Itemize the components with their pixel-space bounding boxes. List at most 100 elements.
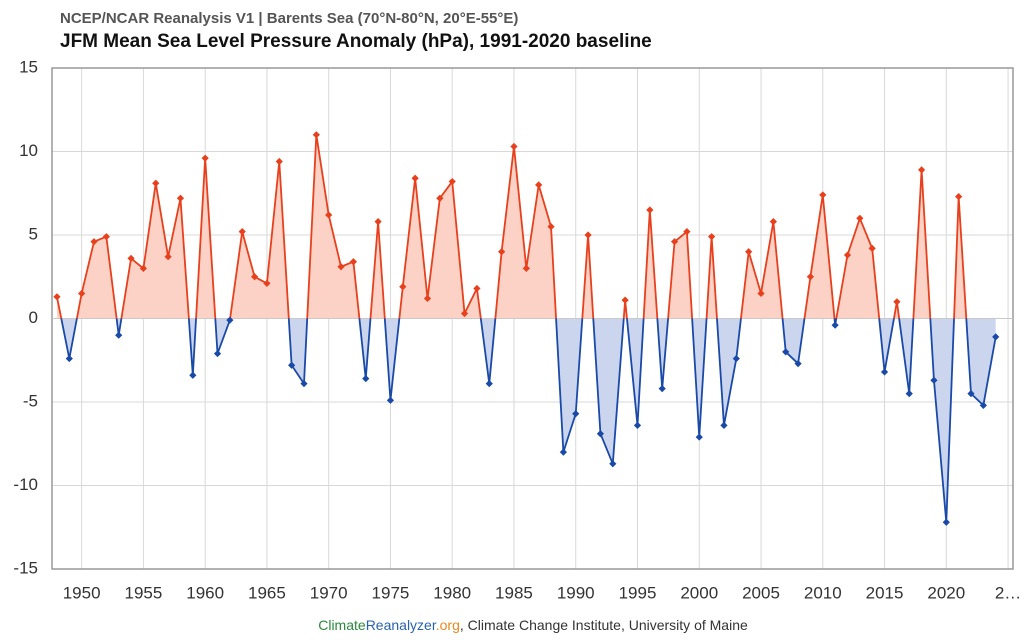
point [535, 181, 543, 189]
point [399, 283, 407, 291]
x-tick-label: 1955 [124, 583, 162, 602]
point [65, 354, 73, 363]
x-tick-label: 1950 [63, 583, 101, 602]
footer-part: .org [436, 617, 460, 633]
x-tick-label: 2005 [742, 583, 780, 602]
point [102, 233, 110, 241]
point [732, 354, 740, 363]
point [917, 166, 926, 174]
y-tick-label: 5 [29, 224, 38, 243]
point [139, 264, 148, 272]
point [250, 273, 259, 281]
point [362, 375, 370, 383]
point [176, 194, 185, 202]
x-tick-label: 2000 [680, 583, 718, 602]
point [819, 191, 827, 199]
point [498, 248, 506, 256]
point [164, 253, 172, 261]
point [152, 179, 160, 187]
point [633, 421, 642, 429]
point [337, 263, 345, 271]
point [720, 421, 728, 429]
point [584, 231, 592, 239]
point [78, 289, 86, 298]
point [769, 218, 777, 226]
point [473, 284, 481, 293]
point [90, 238, 98, 246]
point [757, 289, 765, 298]
point [572, 410, 580, 418]
point [226, 316, 234, 324]
footer-part: Climate [318, 617, 366, 633]
point [423, 294, 432, 303]
point [979, 401, 987, 409]
point [115, 331, 123, 339]
point [374, 218, 382, 226]
area-positive [56, 134, 996, 319]
point [596, 430, 605, 438]
x-tick-label: 1980 [433, 583, 471, 602]
point [745, 248, 753, 256]
x-tick-label: 1990 [557, 583, 595, 602]
point [880, 368, 889, 376]
point [522, 264, 530, 272]
y-tick-label: -10 [13, 475, 38, 494]
point [806, 273, 815, 281]
point [460, 309, 469, 318]
point [53, 293, 61, 301]
footer-part: Reanalyzer [366, 617, 437, 633]
point [843, 251, 852, 259]
footer-part: , Climate Change Institute, University o… [460, 617, 748, 633]
point [201, 154, 209, 162]
point [658, 385, 666, 393]
point [312, 131, 320, 139]
x-tick-label: 2010 [804, 583, 842, 602]
point [856, 214, 864, 222]
point [782, 348, 790, 356]
point [905, 390, 913, 398]
point [288, 361, 296, 369]
x-tick-label: 1965 [248, 583, 286, 602]
point [559, 448, 567, 456]
y-tick-label: -15 [13, 558, 38, 577]
footer: ClimateReanalyzer.org, Climate Change In… [318, 617, 748, 633]
point [992, 333, 1000, 341]
point [300, 380, 308, 388]
x-tick-label: 1975 [372, 583, 410, 602]
point [349, 258, 357, 266]
chart-subtitle: NCEP/NCAR Reanalysis V1 | Barents Sea (7… [60, 10, 518, 27]
point [275, 157, 283, 166]
point [411, 174, 419, 182]
point [930, 376, 938, 384]
point [189, 371, 197, 379]
point [670, 238, 679, 246]
line-positive [56, 134, 968, 319]
y-tick-label: 10 [19, 141, 38, 160]
point [831, 321, 839, 329]
x-tick-label: 1985 [495, 583, 533, 602]
point [238, 228, 246, 236]
point [646, 206, 654, 214]
x-tick-label: 1970 [310, 583, 348, 602]
x-tick-label: 2015 [866, 583, 904, 602]
point [325, 211, 333, 219]
point [967, 390, 975, 398]
point [955, 192, 963, 201]
point [213, 349, 222, 358]
point [893, 298, 901, 306]
point [868, 244, 876, 252]
chart-title: JFM Mean Sea Level Pressure Anomaly (hPa… [60, 31, 652, 52]
point [263, 279, 271, 288]
point [547, 223, 555, 231]
point [683, 228, 691, 236]
point [695, 433, 703, 441]
x-tick-label: 1960 [186, 583, 224, 602]
area-negative [56, 318, 996, 523]
point [794, 359, 802, 368]
y-tick-label: 0 [29, 308, 38, 327]
point [609, 460, 617, 468]
point [708, 233, 716, 241]
line-negative [60, 318, 997, 523]
